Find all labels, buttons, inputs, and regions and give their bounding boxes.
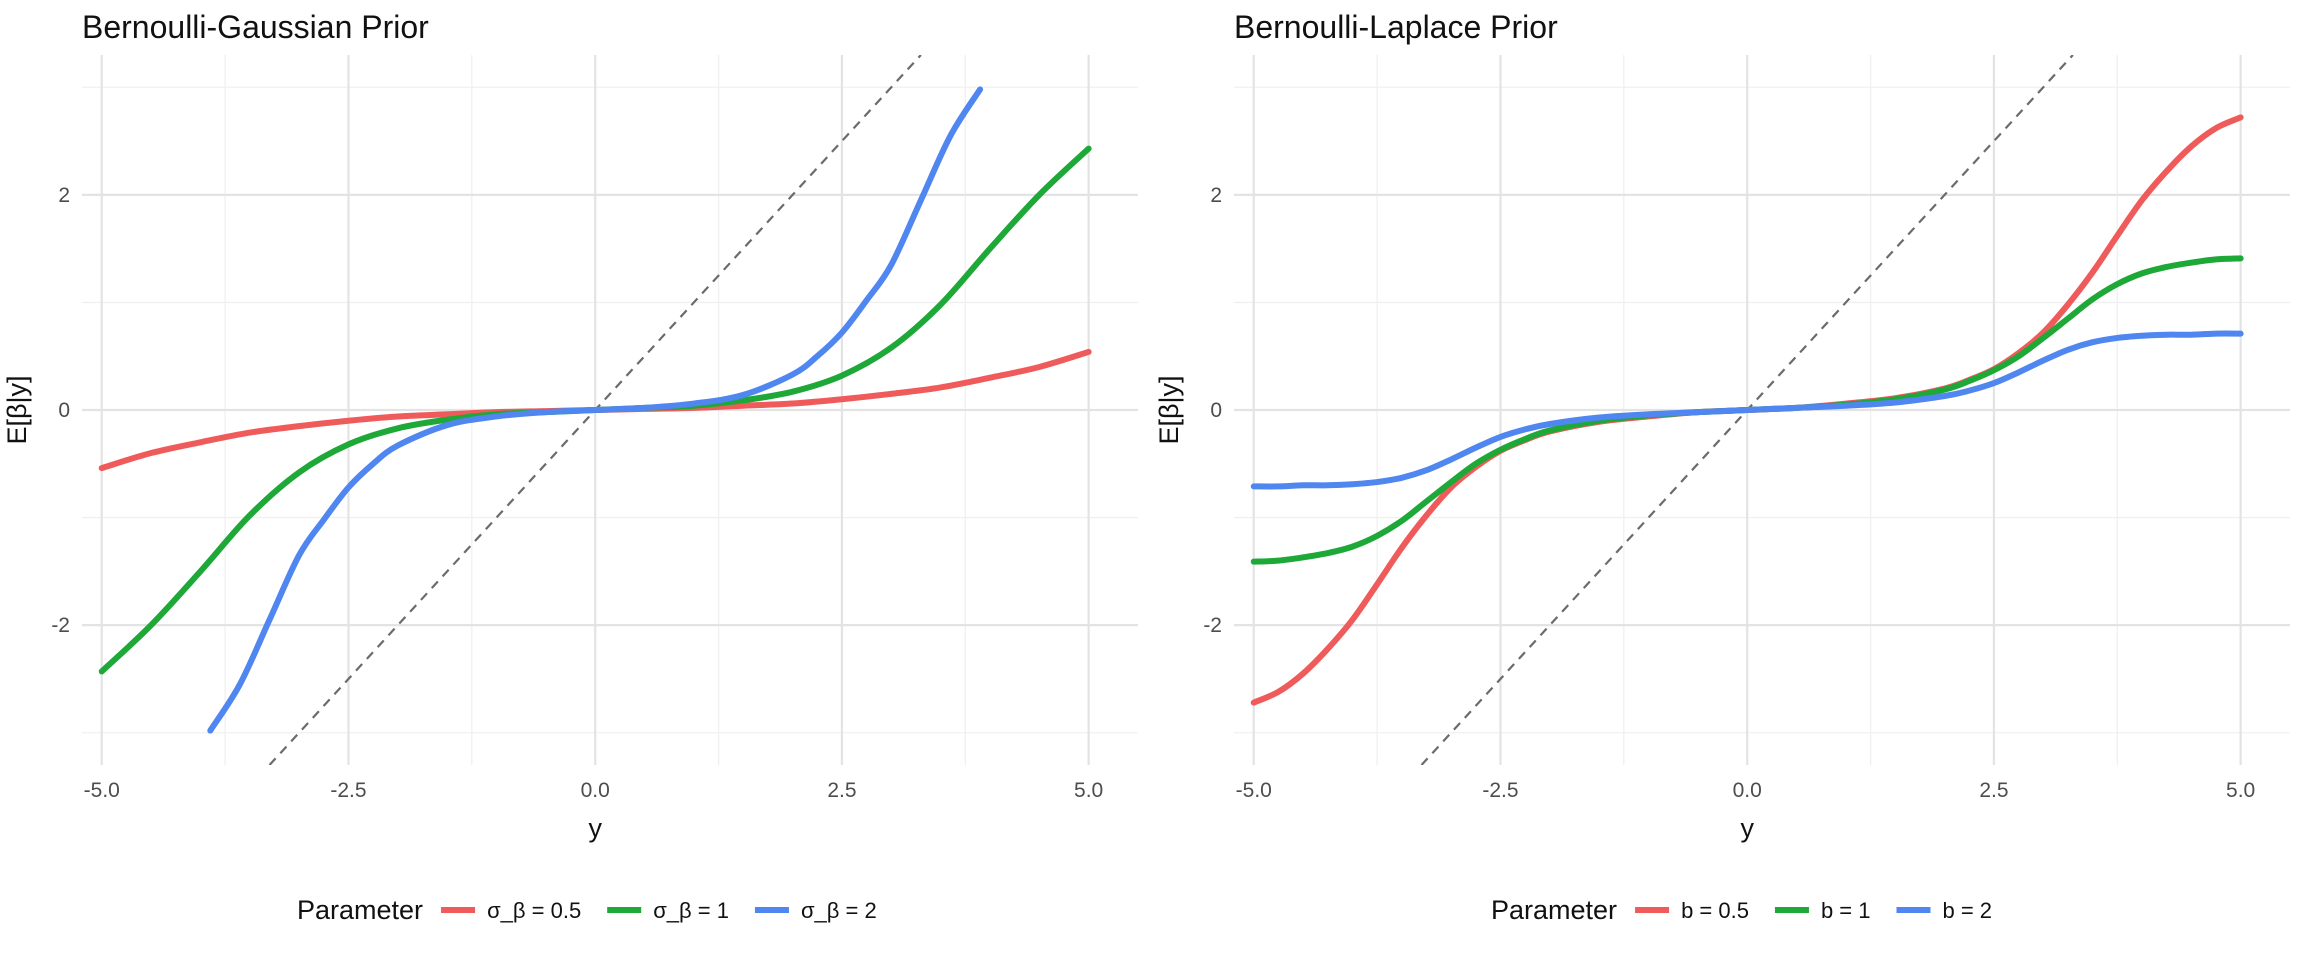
x-axis-title: y xyxy=(588,813,602,843)
series-line-3 xyxy=(1250,330,2244,490)
panel-bernoulli-gaussian: -5.0 -2.5 0.0 2.5 5.0 -2 0 2 Bernoulli-Gaussian … xyxy=(2,9,1138,925)
y-axis-title: E[β|y] xyxy=(1154,375,1184,444)
legend-label-1: σ_β = 0.5 xyxy=(487,898,581,923)
chart-title: Bernoulli-Gaussian Prior xyxy=(82,9,429,45)
plot-area xyxy=(98,55,1092,765)
legend: Parameter b = 0.5 b = 1 b = 2 xyxy=(1491,895,1992,925)
x-tick-label: -5.0 xyxy=(84,779,120,802)
x-tick-label: -2.5 xyxy=(1482,779,1518,802)
x-tick-label: -5.0 xyxy=(1236,779,1272,802)
legend-label-3: b = 2 xyxy=(1943,898,1993,923)
y-tick-label: 0 xyxy=(1210,399,1222,422)
panel-bernoulli-laplace: -5.0 -2.5 0.0 2.5 5.0 -2 0 2 Bernoulli-Laplace P… xyxy=(1154,9,2290,925)
y-tick-label: 2 xyxy=(1210,184,1222,207)
y-tick-label: 0 xyxy=(58,399,70,422)
legend-title: Parameter xyxy=(1491,895,1617,925)
x-tick-label: 5.0 xyxy=(2226,779,2255,802)
y-tick-label: -2 xyxy=(51,614,70,637)
plot-area xyxy=(1250,55,2244,765)
x-tick-label: -2.5 xyxy=(330,779,366,802)
legend: Parameter σ_β = 0.5 σ_β = 1 σ_β = 2 xyxy=(297,895,877,925)
x-axis-title: y xyxy=(1740,813,1754,843)
legend-title: Parameter xyxy=(297,895,423,925)
x-tick-label: 0.0 xyxy=(581,779,610,802)
legend-label-3: σ_β = 2 xyxy=(801,898,877,923)
x-tick-label: 5.0 xyxy=(1074,779,1103,802)
legend-label-2: σ_β = 1 xyxy=(653,898,729,923)
series-line-3 xyxy=(207,86,984,734)
x-tick-label: 2.5 xyxy=(827,779,856,802)
chart-title: Bernoulli-Laplace Prior xyxy=(1234,9,1558,45)
legend-label-1: b = 0.5 xyxy=(1681,898,1749,923)
x-tick-label: 0.0 xyxy=(1733,779,1762,802)
y-tick-label: 2 xyxy=(58,184,70,207)
y-axis-title: E[β|y] xyxy=(2,375,32,444)
legend-label-2: b = 1 xyxy=(1821,898,1871,923)
x-tick-label: 2.5 xyxy=(1979,779,2008,802)
y-tick-label: -2 xyxy=(1203,614,1222,637)
